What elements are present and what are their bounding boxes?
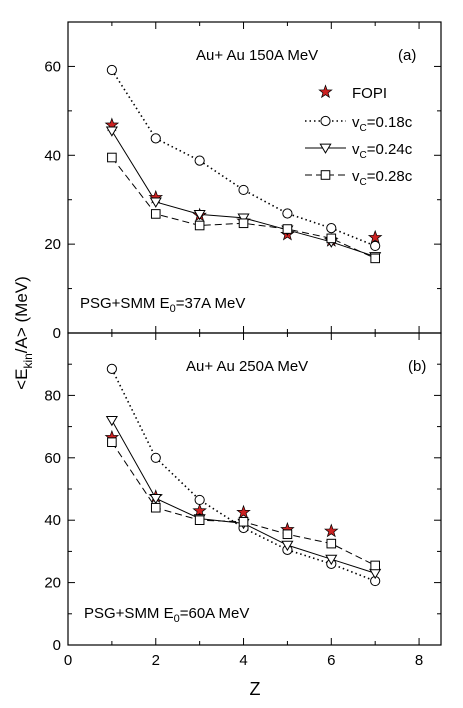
panel-b-series-3-point	[194, 515, 205, 526]
panel-a-model: PSG+SMM E0=37A MeV	[80, 295, 245, 315]
panel-b: 0 20 40 60 80 0 2 4 6 8	[44, 332, 441, 669]
x-axis-label: Z	[250, 679, 261, 699]
panel-b-ytick-label: 20	[44, 575, 61, 592]
panel-a-ytick-label: 0	[53, 325, 61, 342]
legend-marker-2	[319, 143, 332, 154]
panel-a-ytick-label: 40	[44, 147, 61, 164]
panel-a-series-3-point	[370, 253, 380, 264]
legend: FOPI vC=0.18c vC=0.24c vC=0.28c	[305, 84, 413, 188]
panel-a-series-1-point	[106, 64, 117, 76]
panel-a-series-3-point	[282, 224, 293, 234]
legend-symbols	[305, 84, 346, 180]
panel-b-label: (b)	[408, 358, 426, 375]
panel-a-series-2-point	[193, 209, 206, 221]
panel-b-series-1-line	[111, 368, 376, 582]
panel-b-ytick-label: 80	[44, 387, 61, 404]
panel-a-series-3-point	[150, 209, 161, 219]
panel-b-series-2-point	[281, 540, 294, 552]
legend-marker-0	[318, 84, 333, 99]
panel-b-series-1-point	[194, 494, 205, 506]
panel-b-series-2-point	[149, 493, 162, 505]
panel-b-reaction: Au+ Au 250A MeV	[186, 358, 308, 375]
panel-b-series-2-point	[105, 415, 118, 427]
panel-a-series-1-point	[194, 155, 205, 166]
panel-b-series-3-point	[107, 437, 117, 447]
panel-a-series-3-point	[194, 220, 205, 231]
panel-b-xtick-label: 2	[152, 652, 160, 669]
panel-a-series-3-point	[107, 152, 117, 163]
panel-b-series-3-point	[238, 516, 249, 527]
panel-a-series-2-point	[105, 126, 118, 137]
panel-b-model: PSG+SMM E0=60A MeV	[84, 605, 249, 625]
legend-v2-label: vC=0.24c	[352, 141, 413, 161]
panel-b-xtick-label: 8	[415, 652, 423, 669]
legend-v1-label: vC=0.18c	[352, 114, 413, 134]
panel-b-xtick-label: 4	[239, 652, 247, 669]
panel-a-series-1-point	[150, 133, 161, 144]
panel-b-series-2-point	[325, 554, 338, 566]
y-axis-label: <Ekin/A> (MeV)	[12, 276, 35, 390]
panel-b-series-1-point	[106, 363, 117, 374]
panel-a-series-0-point	[367, 229, 383, 244]
panel-b-series-3-point	[150, 502, 161, 513]
panel-b-series-3-point	[370, 560, 380, 571]
panel-a: 0 20 40 60	[44, 21, 441, 342]
panel-b-series-1-point	[150, 452, 161, 463]
panel-a-series-1-point	[370, 240, 381, 252]
panel-b-series-0-point	[236, 504, 251, 519]
panel-b-series-2-point	[369, 568, 382, 580]
panel-b-frame	[67, 332, 442, 646]
panel-a-series-1-point	[326, 223, 337, 234]
panel-b-series-0-point	[192, 503, 207, 518]
panel-a-series-3-point	[326, 233, 337, 244]
legend-marker-3	[320, 170, 331, 180]
panel-b-xtick-label: 6	[327, 652, 335, 669]
panel-a-reaction: Au+ Au 150A MeV	[196, 47, 318, 64]
legend-marker-1	[320, 115, 331, 127]
panel-a-series-3-point	[238, 218, 249, 229]
panel-b-ytick-label: 0	[53, 637, 61, 654]
legend-v3-label: vC=0.28c	[352, 168, 413, 188]
panel-a-ytick-label: 20	[44, 236, 61, 253]
panel-a-label: (a)	[398, 47, 416, 64]
panel-a-series-1-point	[238, 184, 249, 196]
panel-b-ytick-label: 60	[44, 450, 61, 467]
panel-b-series-3-point	[326, 538, 337, 549]
panel-a-series-2-point	[237, 213, 250, 224]
panel-b-series-0-point	[324, 523, 339, 538]
panel-a-series-2-point	[149, 197, 162, 208]
panel-b-series-3-point	[282, 529, 293, 540]
panel-b-xtick-label: 0	[64, 652, 72, 669]
panel-a-ytick-label: 60	[44, 58, 61, 75]
panel-a-series-1-point	[282, 208, 293, 219]
legend-fopi-label: FOPI	[352, 85, 387, 102]
panel-b-ytick-label: 40	[44, 512, 61, 529]
